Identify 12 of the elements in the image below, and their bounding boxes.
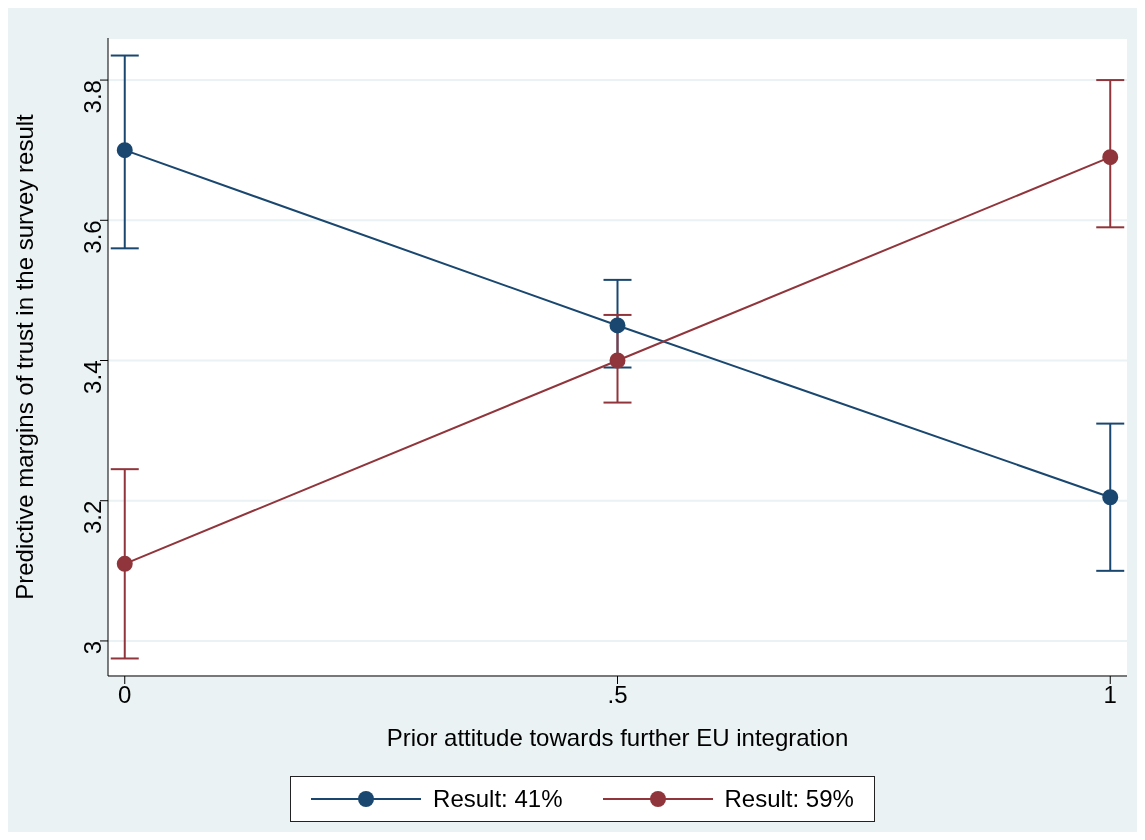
y-tick-label: 3.8: [78, 80, 106, 114]
y-tick-label: 3.6: [78, 220, 106, 254]
y-tick-label: 3.2: [78, 500, 106, 535]
y-axis-title: Predictive margins of trust in the survey result: [10, 113, 38, 600]
legend-label: Result: 59%: [724, 785, 854, 813]
x-axis-title: Prior attitude towards further EU integration: [386, 724, 849, 751]
legend-label: Result: 41%: [433, 785, 563, 813]
x-tick-label: 0: [118, 681, 132, 709]
y-tick-label: 3: [78, 640, 106, 655]
x-tick-label: .5: [607, 681, 628, 709]
x-tick-label: 1: [1103, 681, 1117, 709]
y-tick-label: 3.4: [78, 360, 106, 394]
